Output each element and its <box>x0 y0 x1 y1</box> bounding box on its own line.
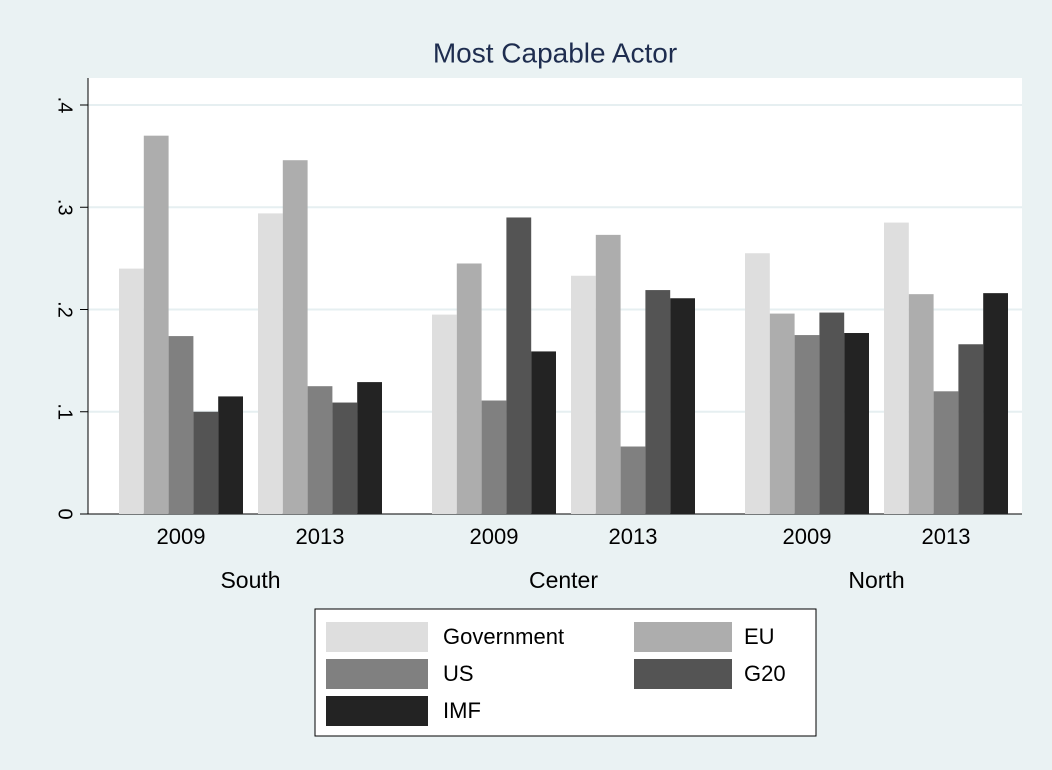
bar <box>481 400 507 514</box>
legend-label: EU <box>744 624 775 649</box>
bar <box>282 160 308 514</box>
x-tick-label: 2009 <box>157 524 206 549</box>
bar <box>506 217 532 514</box>
x-tick-label: 2013 <box>296 524 345 549</box>
legend-swatch <box>634 659 732 689</box>
legend-label: US <box>443 661 474 686</box>
bar <box>571 275 596 514</box>
x-tick-label: 2013 <box>922 524 971 549</box>
legend-label: Government <box>443 624 564 649</box>
bar <box>531 351 556 514</box>
bar <box>933 391 959 514</box>
bar <box>819 312 845 514</box>
legend-label: G20 <box>744 661 786 686</box>
y-tick-label: .4 <box>54 97 76 114</box>
y-tick-label: 0 <box>54 508 76 519</box>
bar <box>884 222 909 514</box>
x-tick-label: 2009 <box>783 524 832 549</box>
bar <box>908 294 934 514</box>
bar <box>745 253 770 514</box>
bar <box>844 333 869 514</box>
y-tick-label: .3 <box>54 199 76 216</box>
bar <box>218 396 243 514</box>
chart-title: Most Capable Actor <box>433 37 677 68</box>
bar <box>958 344 984 514</box>
bar <box>794 335 820 514</box>
group-label: North <box>848 567 904 593</box>
group-label: Center <box>529 567 598 593</box>
bar <box>432 314 457 514</box>
x-tick-label: 2013 <box>609 524 658 549</box>
legend-swatch <box>326 659 428 689</box>
y-tick-label: .2 <box>54 301 76 318</box>
bar <box>670 298 695 514</box>
group-label: South <box>220 567 280 593</box>
y-tick-label: .1 <box>54 403 76 420</box>
bar <box>258 213 283 514</box>
bar <box>595 234 621 515</box>
bar <box>645 290 671 514</box>
bar <box>357 382 382 514</box>
legend-swatch <box>326 622 428 652</box>
bar <box>193 411 219 514</box>
legend-swatch <box>634 622 732 652</box>
legend-label: IMF <box>443 698 481 723</box>
legend-swatch <box>326 696 428 726</box>
bar <box>983 293 1008 514</box>
bar <box>456 263 482 514</box>
bar <box>769 313 795 514</box>
bar <box>168 336 194 514</box>
bar <box>119 268 144 514</box>
x-tick-label: 2009 <box>470 524 519 549</box>
bar <box>307 386 333 514</box>
bar <box>332 402 358 514</box>
bar <box>620 446 646 514</box>
bar <box>143 135 169 515</box>
